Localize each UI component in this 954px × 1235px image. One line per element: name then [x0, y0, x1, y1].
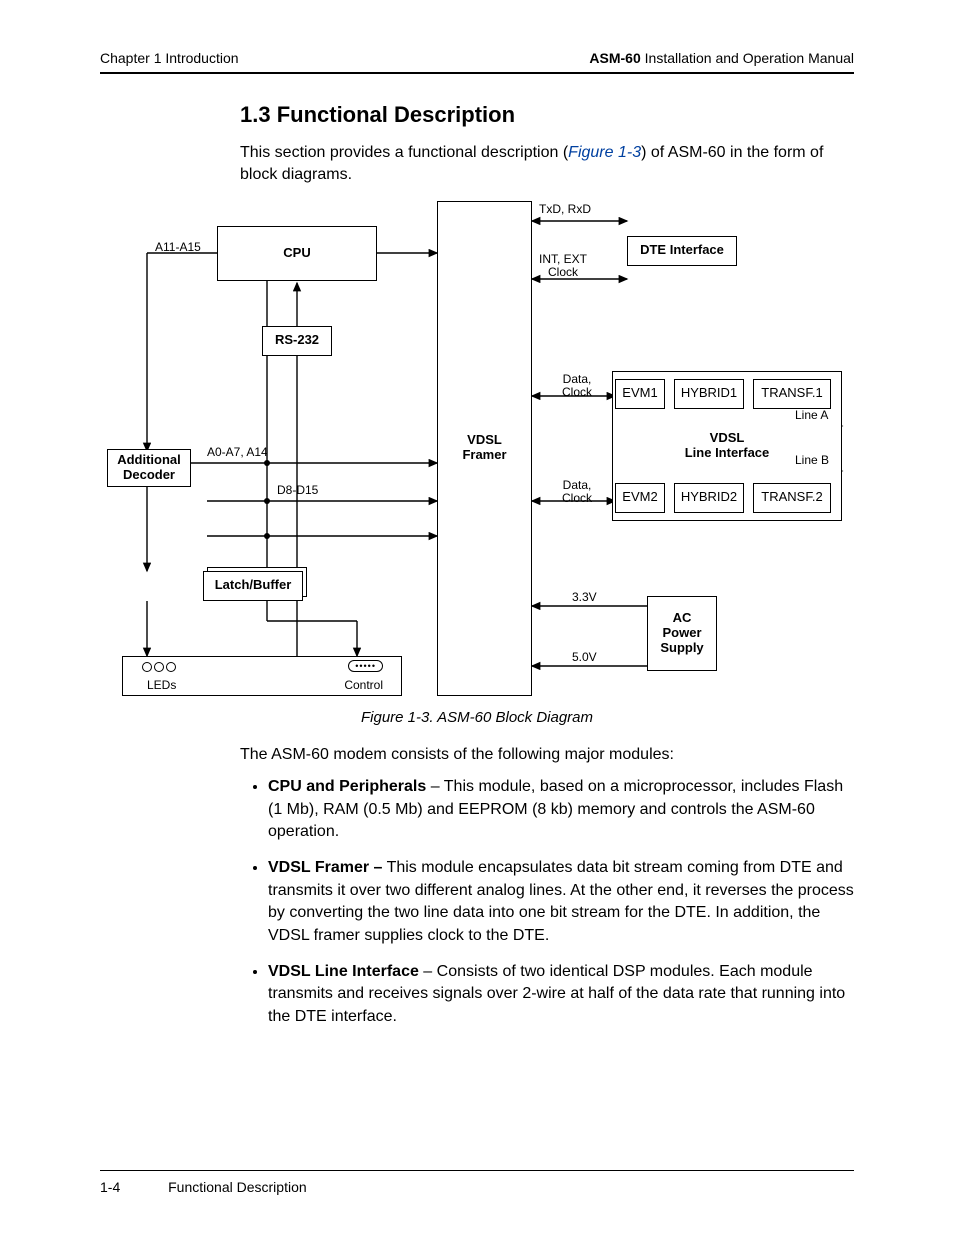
decoder-box: Additional Decoder [107, 449, 191, 487]
lbl-33v: 3.3V [572, 591, 597, 604]
list-item: VDSL Line Interface – Consists of two id… [268, 961, 854, 1028]
module-list: CPU and Peripherals – This module, based… [240, 776, 854, 1028]
item-sep: – [419, 963, 437, 980]
lbl-50v: 5.0V [572, 651, 597, 664]
footer-title: Functional Description [168, 1179, 307, 1195]
hybrid2-box: HYBRID2 [674, 483, 744, 513]
block-diagram: CPU RS-232 Additional Decoder Latch/Buff… [107, 201, 847, 701]
list-item: VDSL Framer – This module encapsulates d… [268, 857, 854, 947]
rs232-box: RS-232 [262, 326, 332, 356]
evm2-label: EVM2 [622, 490, 657, 505]
lbl-dc2: Data, Clock [562, 479, 592, 505]
item-bold: VDSL Line Interface [268, 963, 419, 980]
figure-caption: Figure 1-3. ASM-60 Block Diagram [107, 709, 847, 726]
body-block: The ASM-60 modem consists of the followi… [100, 744, 854, 1028]
lbl-linea: Line A [795, 409, 828, 422]
hybrid1-label: HYBRID1 [681, 386, 737, 401]
header-right-bold: ASM-60 [589, 50, 640, 66]
transf2-box: TRANSF.2 [753, 483, 831, 513]
dte-box: DTE Interface [627, 236, 737, 266]
latch-label: Latch/Buffer [215, 578, 292, 593]
led-dot-icon [154, 662, 164, 672]
page-footer: 1-4 Functional Description [100, 1170, 854, 1195]
vdsl-line-label: VDSL Line Interface [685, 431, 770, 461]
led-dot-icon [166, 662, 176, 672]
db-connector-icon: ••••• [348, 660, 383, 672]
leds-control-box: ••••• LEDs Control [122, 656, 402, 696]
lbl-d8d15: D8-D15 [277, 484, 318, 497]
block-diagram-wrap: CPU RS-232 Additional Decoder Latch/Buff… [107, 201, 847, 726]
section-block: 1.3 Functional Description This section … [100, 102, 854, 187]
header-left: Chapter 1 Introduction [100, 50, 239, 66]
header-right-text: Installation and Operation Manual [641, 50, 854, 66]
intro-paragraph: This section provides a functional descr… [240, 142, 854, 187]
latch-box: Latch/Buffer [203, 571, 303, 601]
list-item: CPU and Peripherals – This module, based… [268, 776, 854, 843]
ac-power-label: AC Power Supply [660, 611, 703, 656]
body-lead: The ASM-60 modem consists of the followi… [240, 744, 854, 766]
evm1-box: EVM1 [615, 379, 665, 409]
lbl-lineb: Line B [795, 454, 829, 467]
lbl-dc1: Data, Clock [562, 373, 592, 399]
dte-label: DTE Interface [640, 243, 724, 258]
figure-ref-link[interactable]: Figure 1-3 [568, 144, 641, 161]
item-bold: VDSL Framer – [268, 859, 382, 876]
leds-text: LEDs [147, 679, 176, 692]
ac-power-box: AC Power Supply [647, 596, 717, 671]
evm1-label: EVM1 [622, 386, 657, 401]
rs232-label: RS-232 [275, 333, 319, 348]
hybrid1-box: HYBRID1 [674, 379, 744, 409]
header-right: ASM-60 Installation and Operation Manual [589, 50, 854, 66]
control-text: Control [344, 679, 383, 692]
intro-pre: This section provides a functional descr… [240, 144, 568, 161]
lbl-a11a15: A11-A15 [155, 241, 201, 254]
lbl-txdrxd: TxD, RxD [539, 203, 591, 216]
lbl-intext: INT, EXT Clock [539, 253, 587, 279]
transf1-box: TRANSF.1 [753, 379, 831, 409]
transf2-label: TRANSF.2 [761, 490, 822, 505]
vdsl-framer-label: VDSL Framer [462, 433, 506, 463]
lbl-a0a7: A0-A7, A14 [207, 446, 268, 459]
cpu-label: CPU [283, 246, 310, 261]
page-number: 1-4 [100, 1179, 120, 1195]
vdsl-framer-box: VDSL Framer [437, 201, 532, 696]
item-sep: – [426, 778, 444, 795]
evm2-box: EVM2 [615, 483, 665, 513]
section-title: 1.3 Functional Description [240, 102, 854, 128]
item-bold: CPU and Peripherals [268, 778, 426, 795]
transf1-label: TRANSF.1 [761, 386, 822, 401]
cpu-box: CPU [217, 226, 377, 281]
page-header: Chapter 1 Introduction ASM-60 Installati… [100, 50, 854, 74]
led-icons [141, 661, 177, 676]
decoder-label: Additional Decoder [117, 453, 181, 483]
led-dot-icon [142, 662, 152, 672]
hybrid2-label: HYBRID2 [681, 490, 737, 505]
